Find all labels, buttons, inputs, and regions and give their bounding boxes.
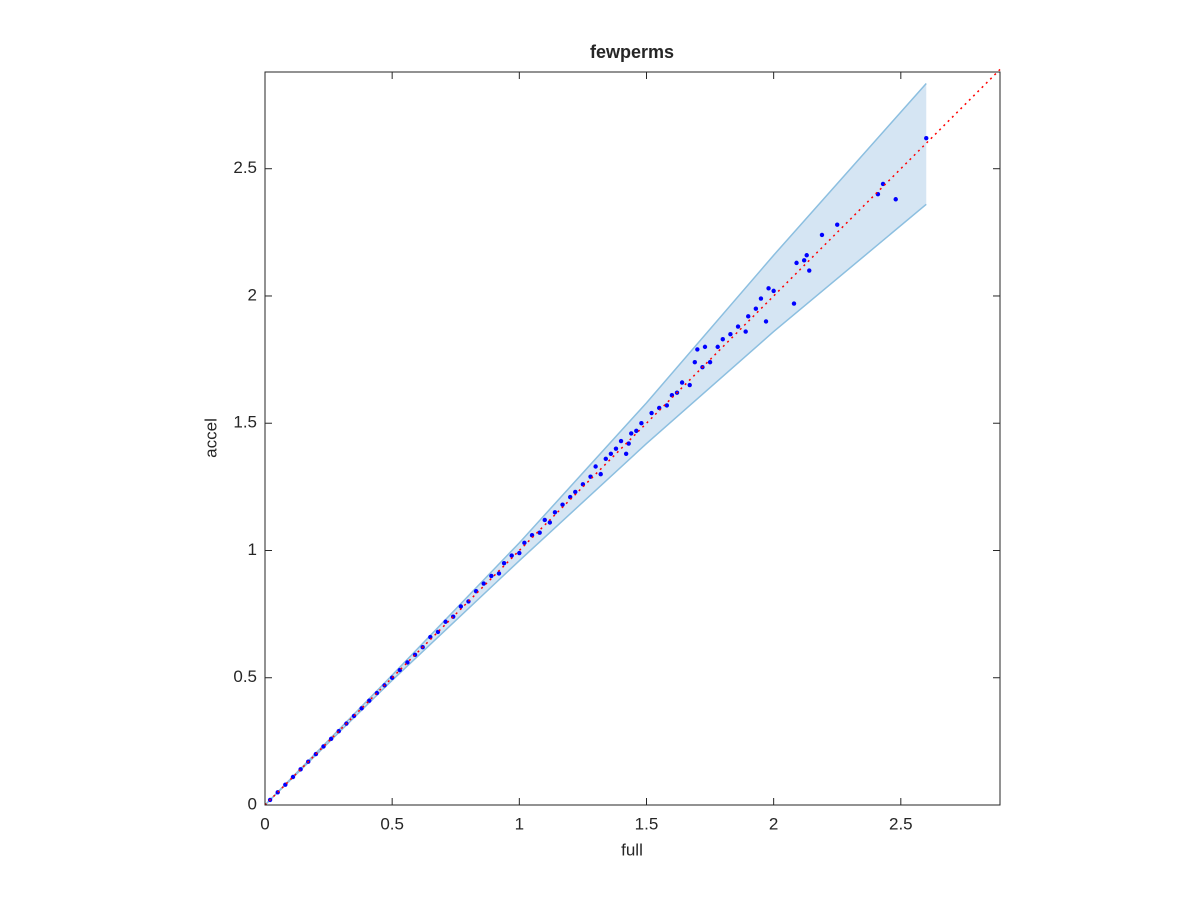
scatter-point [649, 410, 654, 416]
y-tick-label: 2.5 [233, 158, 257, 177]
scatter-point [893, 197, 898, 202]
scatter-point [481, 581, 486, 586]
scatter-point [626, 441, 631, 446]
scatter-point [715, 344, 720, 350]
axes-box [264, 71, 1001, 806]
scatter-point [537, 530, 542, 535]
scatter-point [290, 774, 296, 780]
scatter-point [819, 232, 825, 238]
x-tick-label: 1 [515, 814, 524, 833]
scatter-point [613, 446, 619, 451]
scatter-point [771, 288, 776, 294]
scatter-point [794, 260, 799, 266]
scatter-point [313, 751, 319, 757]
x-tick-label: 2.5 [889, 814, 913, 833]
scatter-point [552, 510, 558, 515]
y-tick-label: 1 [248, 540, 257, 559]
y-axis-label: accel [201, 418, 220, 458]
scatter-point [791, 301, 797, 306]
scatter-point [924, 135, 929, 141]
scatter-point [501, 561, 507, 566]
scatter-point [351, 713, 357, 719]
scatter-point [509, 553, 514, 558]
scatter-point [466, 599, 471, 604]
scatter-point [664, 403, 670, 408]
scatter-point [687, 382, 692, 388]
scatter-point [835, 222, 840, 227]
scatter-point [766, 286, 771, 291]
scatter-point [743, 329, 748, 334]
y-tick-label: 2 [248, 285, 257, 304]
scatter-point [801, 258, 807, 263]
scatter-point [707, 359, 713, 365]
scatter-point [695, 347, 700, 352]
scatter-point [804, 253, 809, 258]
scatter-point [692, 359, 698, 365]
scatter-point [489, 573, 494, 579]
scatter-point [753, 306, 759, 311]
scatter-point [443, 619, 448, 624]
y-tick-label: 0.5 [233, 667, 257, 686]
scatter-point [728, 331, 733, 337]
scatter-point [702, 344, 708, 350]
y-tick-label: 1.5 [233, 413, 257, 432]
scatter-point [389, 675, 395, 680]
scatter-point [517, 550, 522, 556]
scatter-point [679, 380, 685, 385]
scatter-point [720, 337, 725, 342]
x-axis-label: full [621, 840, 643, 859]
scatter-point [547, 520, 553, 525]
scatter-point [560, 502, 565, 507]
x-tick-label: 2 [769, 814, 778, 833]
x-tick-label: 0.5 [380, 814, 404, 833]
scatter-point [639, 421, 644, 426]
chart-title: fewperms [590, 42, 674, 62]
scatter-point [573, 489, 578, 495]
scatter-point [542, 517, 547, 523]
scatter-point [763, 319, 769, 324]
scatter-point [629, 431, 634, 436]
scatter-point [623, 451, 629, 456]
scatter-point [807, 268, 812, 273]
scatter-point [746, 314, 751, 319]
band-edge [264, 82, 927, 806]
scatter-point [458, 604, 464, 609]
y-tick-label: 0 [248, 794, 257, 813]
scatter-point [618, 438, 624, 444]
scatter-point [598, 471, 603, 477]
scatter-point [522, 540, 527, 546]
scatter-point [603, 456, 608, 462]
scatter-point [608, 451, 614, 456]
scatter-point [275, 790, 280, 795]
scatter-point [735, 324, 741, 329]
scatter-point [496, 571, 502, 576]
x-tick-label: 1.5 [635, 814, 659, 833]
scatter-point [758, 296, 764, 301]
x-tick-label: 0 [260, 814, 269, 833]
scatter-point [593, 464, 598, 469]
scatter-point [634, 428, 639, 434]
